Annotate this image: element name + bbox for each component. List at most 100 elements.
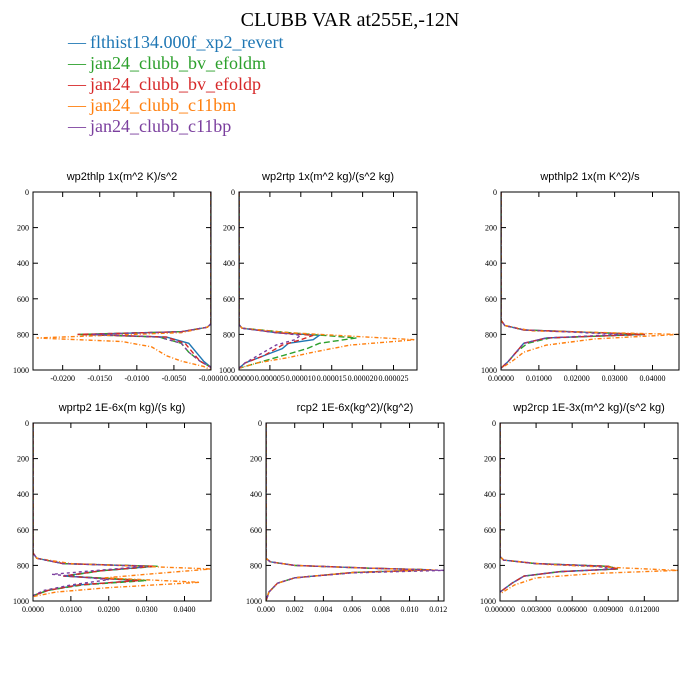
ytick-label-3-4: 800 [17, 561, 29, 570]
series-line-4-4 [266, 423, 444, 601]
ytick-label-3-3: 600 [17, 526, 29, 535]
ytick-label-2-3: 600 [485, 295, 497, 304]
xtick-label-3-4: 0.0400 [173, 605, 195, 614]
series-group-2 [501, 192, 679, 369]
ytick-label-3-0: 0 [25, 419, 29, 428]
xtick-label-3-0: 0.0000 [22, 605, 44, 614]
panel-title-5: wp2rcp 1E-3x(m^2 kg)/(s^2 kg) [512, 402, 665, 414]
xtick-label-2-0: 0.00000 [488, 374, 514, 383]
legend-dash-4: — [67, 116, 87, 136]
series-line-0-3 [36, 192, 211, 370]
panels: wp2thlp 1x(m^2 K)/s^2 0 200 400 600 800 1000 -0… [13, 171, 680, 614]
legend-label-2: jan24_clubb_bv_efoldp [89, 74, 261, 94]
xtick-label-4-5: 0.010 [401, 605, 419, 614]
series-line-1-1 [239, 192, 357, 369]
xtick-label-1-2: 0.000010 [286, 374, 316, 383]
panel-title-3: wprtp2 1E-6x(m kg)/(s kg) [58, 402, 186, 414]
series-line-5-3 [500, 423, 678, 595]
ytick-label-0-1: 200 [17, 224, 29, 233]
series-line-3-2 [33, 423, 155, 597]
ytick-label-4-0: 0 [258, 419, 262, 428]
ytick-label-5-5: 1000 [480, 597, 496, 606]
xtick-label-1-0: 0.000000 [224, 374, 254, 383]
figure-title: CLUBB VAR at255E,-12N [241, 9, 460, 31]
xtick-label-4-4: 0.008 [372, 605, 390, 614]
ytick-label-4-4: 800 [250, 561, 262, 570]
ytick-label-1-1: 200 [223, 224, 235, 233]
xtick-label-3-1: 0.0100 [60, 605, 82, 614]
panel-title-1: wp2rtp 1x(m^2 kg)/(s^2 kg) [261, 171, 394, 183]
xtick-label-2-4: 0.04000 [639, 374, 665, 383]
xtick-label-3-2: 0.0200 [98, 605, 120, 614]
series-group-3 [33, 423, 211, 598]
xtick-label-0-4: -0.0000 [199, 374, 224, 383]
series-group-5 [500, 423, 678, 595]
panel-3: wprtp2 1E-6x(m kg)/(s kg) 0 200 400 600 800 10… [13, 402, 212, 614]
ytick-label-2-4: 800 [485, 330, 497, 339]
panel-title-0: wp2thlp 1x(m^2 K)/s^2 [66, 171, 178, 183]
ytick-label-0-4: 800 [17, 330, 29, 339]
series-line-5-4 [500, 423, 615, 593]
xtick-label-3-3: 0.0300 [136, 605, 158, 614]
ytick-label-5-0: 0 [492, 419, 496, 428]
xtick-label-0-1: -0.0150 [87, 374, 112, 383]
series-line-0-4 [92, 192, 211, 370]
ytick-label-2-5: 1000 [481, 366, 497, 375]
ytick-label-3-5: 1000 [13, 597, 29, 606]
ytick-label-5-3: 600 [484, 526, 496, 535]
legend-dash-2: — [67, 74, 87, 94]
legend-label-0: flthist134.000f_xp2_revert [90, 32, 283, 52]
plot-frame-4 [265, 422, 445, 602]
series-line-1-4 [239, 192, 303, 369]
ytick-label-5-2: 400 [484, 490, 496, 499]
ytick-label-0-2: 400 [17, 259, 29, 268]
xtick-label-4-1: 0.002 [286, 605, 304, 614]
xtick-label-0-3: -0.0050 [162, 374, 187, 383]
xtick-label-1-5: 0.000025 [379, 374, 409, 383]
ytick-label-4-5: 1000 [246, 597, 262, 606]
ytick-label-2-2: 400 [485, 259, 497, 268]
xtick-label-5-0: 0.000000 [485, 605, 515, 614]
ytick-label-5-1: 200 [484, 455, 496, 464]
ytick-label-4-1: 200 [250, 455, 262, 464]
plot-frame-0 [32, 191, 212, 371]
plot-frame-3 [32, 422, 212, 602]
legend: — flthist134.000f_xp2_revert— jan24_clubb_… [67, 32, 283, 136]
legend-label-4: jan24_clubb_c11bp [89, 116, 231, 136]
legend-label-1: jan24_clubb_bv_efoldm [89, 53, 266, 73]
panel-5: wp2rcp 1E-3x(m^2 kg)/(s^2 kg) 0 200 400 600 8… [480, 402, 679, 614]
series-line-1-2 [239, 192, 314, 369]
ytick-label-1-4: 800 [223, 330, 235, 339]
xtick-label-5-1: 0.003000 [521, 605, 551, 614]
series-line-1-3 [239, 192, 416, 369]
series-line-2-2 [501, 192, 645, 369]
ytick-label-0-0: 0 [25, 188, 29, 197]
ytick-label-4-2: 400 [250, 490, 262, 499]
panel-title-2: wpthlp2 1x(m K^2)/s [539, 171, 640, 183]
panel-4: rcp2 1E-6x(kg^2)/(kg^2) 0 200 400 600 800 1000… [246, 402, 447, 614]
xtick-label-1-1: 0.000005 [255, 374, 285, 383]
series-line-2-4 [501, 192, 623, 369]
legend-dash-1: — [67, 53, 87, 73]
plot-frame-5 [499, 422, 679, 602]
xtick-label-2-3: 0.03000 [602, 374, 628, 383]
xtick-label-4-2: 0.004 [314, 605, 332, 614]
xtick-label-5-3: 0.009000 [593, 605, 623, 614]
xtick-label-0-2: -0.0100 [124, 374, 149, 383]
ytick-label-5-4: 800 [484, 561, 496, 570]
ytick-label-2-0: 0 [493, 188, 497, 197]
legend-dash-3: — [67, 95, 87, 115]
series-group-0 [36, 192, 211, 370]
xtick-label-1-4: 0.000020 [348, 374, 378, 383]
xtick-label-2-1: 0.01000 [526, 374, 552, 383]
series-line-3-3 [33, 423, 211, 598]
ytick-label-0-3: 600 [17, 295, 29, 304]
xtick-label-2-2: 0.02000 [564, 374, 590, 383]
panel-0: wp2thlp 1x(m^2 K)/s^2 0 200 400 600 800 1000 -0… [13, 171, 223, 383]
legend-dash-0: — [67, 32, 87, 52]
ytick-label-4-3: 600 [250, 526, 262, 535]
ytick-label-1-3: 600 [223, 295, 235, 304]
ytick-label-3-2: 400 [17, 490, 29, 499]
panel-title-4: rcp2 1E-6x(kg^2)/(kg^2) [297, 402, 414, 414]
series-group-4 [266, 423, 444, 601]
